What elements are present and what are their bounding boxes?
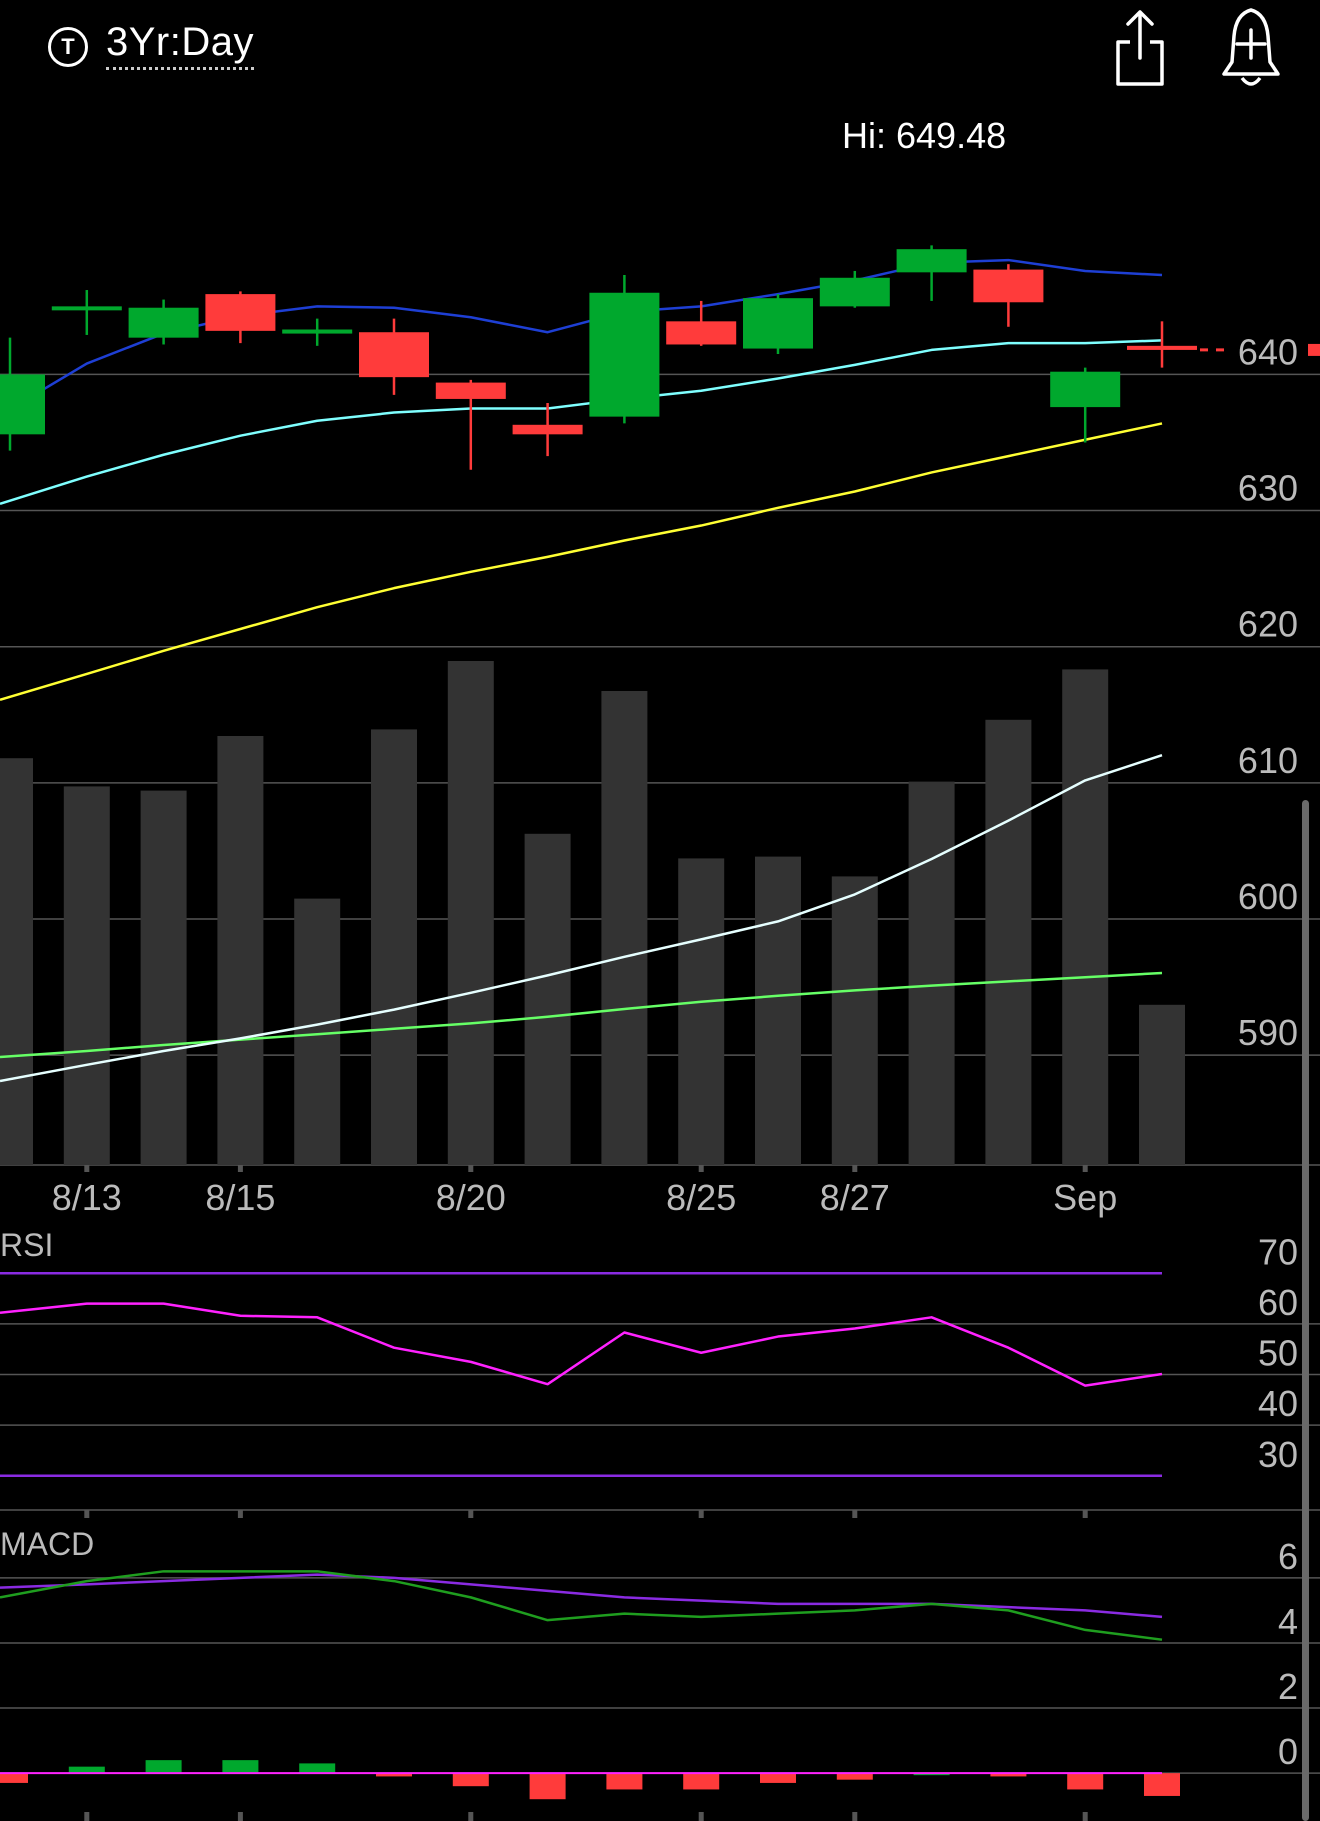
hi-label: Hi: 649.48 [842,115,1006,156]
macd-signal-line [0,1573,1163,1619]
candle-body [896,249,967,273]
volume-ma-line-green [0,971,1163,1059]
macd-histogram-bar [529,1773,566,1800]
ticker-icon-letter: T [61,34,75,59]
volume-bars [0,661,1185,1165]
volume-bar [371,729,417,1165]
volume-bar [601,691,648,1165]
macd-histogram-bar [683,1773,720,1790]
range-selector[interactable]: 3Yr:Day [106,20,254,70]
macd-histogram-bar [145,1760,182,1774]
macd-histogram-bar [1067,1773,1104,1790]
macd-histogram-bar [452,1773,489,1787]
candle-body [743,298,813,349]
date-axis: 8/13 8/15 8/20 8/25 8/27 Sep [52,1165,1117,1218]
price-tick-label: 620 [1238,604,1298,645]
ma-mid-line [0,339,1163,505]
macd-histogram-bar [222,1760,259,1774]
volume-bar [294,898,341,1165]
candle-body [973,269,1044,303]
candle-body [359,332,429,378]
candle-body [128,307,199,338]
macd-histogram-bar [376,1773,412,1777]
volume-ma-line-white [0,754,1163,1083]
volume-bar [447,661,494,1165]
rsi-tick-label: 30 [1258,1434,1298,1475]
macd-panel: MACD 6 4 2 0 [0,1526,1320,1821]
ma-slow-line [0,422,1163,701]
candle-body [0,374,45,435]
price-tick-label: 610 [1238,740,1298,781]
volume-bar [524,833,571,1165]
vertical-scrollbar[interactable] [1302,800,1309,1821]
date-tick-label: 8/27 [820,1177,890,1218]
rsi-tick-label: 50 [1258,1333,1298,1374]
volume-bar [831,876,878,1165]
price-tick-label: 590 [1238,1012,1298,1053]
macd-tick-label: 2 [1278,1666,1298,1707]
volume-bar [1062,669,1109,1165]
macd-title: MACD [0,1526,94,1562]
candle-body [435,382,506,399]
macd-histogram-bar [0,1773,28,1783]
candle-body [666,321,737,345]
rsi-tick-label: 60 [1258,1282,1298,1323]
ma-fast-line [0,258,1163,417]
top-bar: T 3Yr:Day [0,0,1320,90]
volume-ma-lines [0,754,1163,1083]
volume-bar [140,790,187,1165]
price-tick-label: 630 [1238,468,1298,509]
candle-body [282,329,353,334]
macd-histogram-bar [760,1773,796,1783]
candle-body [589,292,660,417]
candle-body [819,277,890,307]
last-price-marker [1308,343,1320,356]
macd-line [0,1570,1163,1641]
rsi-tick-label: 40 [1258,1383,1298,1424]
volume-bar [755,856,801,1165]
price-axis-labels: 640 630 620 610 600 590 [1238,331,1298,1053]
rsi-line [0,1302,1163,1387]
candle-body [1050,371,1121,408]
macd-tick-label: 4 [1278,1601,1298,1642]
date-tick-label: 8/25 [666,1177,736,1218]
macd-histogram-bar [68,1766,105,1774]
alert-add-icon[interactable] [1218,6,1284,88]
volume-bar [678,858,725,1165]
date-tick-label: 8/20 [436,1177,506,1218]
rsi-panel: RSI 70 60 50 40 30 [0,1227,1320,1518]
date-tick-label: 8/13 [52,1177,122,1218]
volume-bar [217,736,264,1165]
date-tick-label: 8/15 [205,1177,275,1218]
candles [0,245,1320,470]
price-tick-label: 640 [1238,331,1298,372]
rsi-tick-label: 70 [1258,1231,1298,1272]
ticker-icon[interactable]: T [48,27,88,67]
candle-body [1127,345,1197,350]
volume-bar [1139,1004,1185,1165]
date-tick-label: Sep [1053,1177,1117,1218]
rsi-title: RSI [0,1227,53,1263]
macd-tick-label: 0 [1278,1731,1298,1772]
price-tick-label: 600 [1238,876,1298,917]
macd-histogram-bar [836,1773,873,1780]
volume-bar [908,781,955,1165]
macd-histogram-bar [299,1763,336,1774]
volume-bar [0,758,33,1165]
share-icon[interactable] [1110,6,1170,86]
candle-body [205,294,276,331]
candle-body [512,424,583,435]
volume-bar [63,786,110,1165]
macd-histogram-bar [1144,1773,1180,1796]
price-ma-lines [0,258,1163,701]
macd-histogram-bar [606,1773,643,1790]
candle-body [51,306,122,311]
macd-tick-label: 6 [1278,1536,1298,1577]
volume-bar [985,719,1032,1165]
macd-histogram-bar [990,1773,1027,1777]
